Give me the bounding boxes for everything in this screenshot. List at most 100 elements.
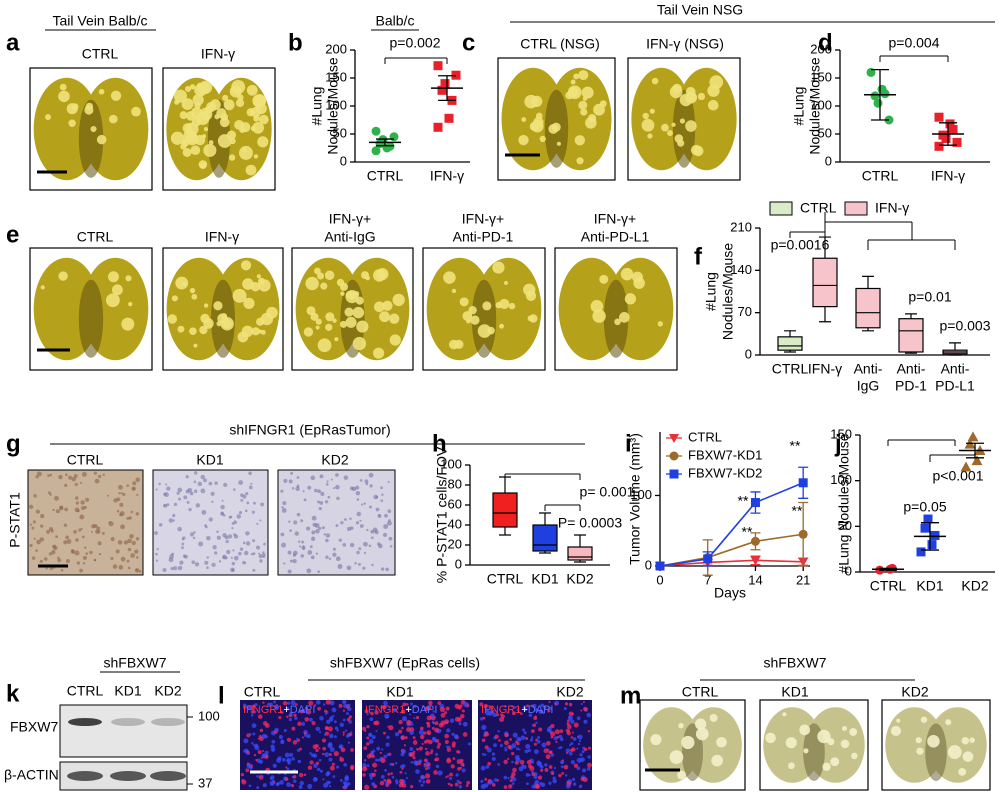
cell xyxy=(450,764,455,769)
cell xyxy=(375,758,379,762)
cell xyxy=(528,713,533,718)
cell xyxy=(107,494,110,497)
cell xyxy=(296,737,299,740)
cell xyxy=(355,491,361,496)
cell xyxy=(293,713,297,717)
cell xyxy=(459,766,462,770)
cell xyxy=(173,502,178,507)
nodule xyxy=(573,73,580,80)
nodule xyxy=(671,122,676,127)
cell xyxy=(434,752,439,757)
cell xyxy=(511,751,515,756)
lung-shade xyxy=(471,279,497,358)
nodule xyxy=(716,736,727,748)
cell xyxy=(401,767,404,770)
box xyxy=(567,546,593,561)
legend-marker xyxy=(669,434,679,443)
sample-label: IFN-γ+ xyxy=(329,211,371,227)
cell xyxy=(264,750,269,755)
cell xyxy=(421,742,424,745)
cell xyxy=(425,773,431,779)
panel-letter: f xyxy=(694,243,703,270)
x-tick-label: KD1 xyxy=(531,571,558,587)
cell xyxy=(481,752,485,756)
cell xyxy=(192,536,196,540)
nodule xyxy=(499,323,504,329)
data-point xyxy=(934,112,944,122)
nodule xyxy=(191,107,203,119)
cell xyxy=(379,751,382,755)
cell xyxy=(243,738,249,744)
data-point xyxy=(945,119,955,129)
cell xyxy=(423,764,427,768)
cell xyxy=(312,522,317,527)
nodule xyxy=(827,738,835,746)
cell xyxy=(239,547,244,551)
cell xyxy=(292,775,297,779)
x-tick-label: 21 xyxy=(796,572,810,587)
cell xyxy=(331,762,335,766)
nodule xyxy=(179,111,188,120)
cell xyxy=(406,719,412,726)
cell xyxy=(445,776,448,779)
cell xyxy=(583,747,588,752)
nodule xyxy=(219,117,230,128)
data-point xyxy=(948,125,958,135)
cell xyxy=(303,773,307,776)
cell xyxy=(118,484,123,490)
nodule xyxy=(345,290,354,299)
error-bar xyxy=(921,522,939,551)
x-tick-label: 0 xyxy=(656,572,663,587)
cell xyxy=(494,734,499,739)
cell xyxy=(232,488,236,491)
cell xyxy=(256,786,260,790)
cell xyxy=(347,703,351,707)
cell xyxy=(222,555,226,559)
nodule xyxy=(213,301,223,311)
nodule xyxy=(539,135,546,143)
cell xyxy=(564,774,568,777)
cell xyxy=(76,561,81,565)
cell xyxy=(319,731,322,734)
cell xyxy=(211,562,216,567)
cell xyxy=(327,743,333,749)
data-point xyxy=(916,547,926,557)
cell xyxy=(304,733,308,737)
cell xyxy=(232,549,235,552)
nodule xyxy=(677,139,685,147)
cell xyxy=(494,778,498,782)
cell xyxy=(178,497,182,501)
panel-title: Tail Vein Balb/c xyxy=(53,13,148,29)
cell xyxy=(319,501,324,505)
data-point xyxy=(750,498,760,508)
nodule xyxy=(246,84,258,96)
nodule xyxy=(374,301,385,313)
cell xyxy=(363,762,366,765)
nodule xyxy=(961,737,970,745)
nodule xyxy=(661,123,669,132)
cell xyxy=(134,568,140,573)
cell xyxy=(257,737,261,740)
cell xyxy=(369,505,372,509)
cell xyxy=(481,724,487,730)
cell xyxy=(342,718,346,722)
cell xyxy=(340,747,346,753)
cell xyxy=(136,556,139,559)
cell xyxy=(561,771,565,775)
cell xyxy=(253,753,257,757)
cell xyxy=(404,736,408,740)
cell xyxy=(492,712,497,717)
cell xyxy=(432,710,435,713)
nodule xyxy=(182,148,192,157)
y-tick-label: 0 xyxy=(340,153,347,168)
cell xyxy=(359,524,364,528)
cell xyxy=(280,532,285,537)
cell xyxy=(536,739,541,744)
cell xyxy=(225,539,229,544)
cell xyxy=(515,757,521,763)
cell xyxy=(412,756,416,760)
nodule xyxy=(251,327,260,336)
cell xyxy=(231,526,234,530)
cell xyxy=(427,732,430,735)
nodule xyxy=(339,320,347,328)
